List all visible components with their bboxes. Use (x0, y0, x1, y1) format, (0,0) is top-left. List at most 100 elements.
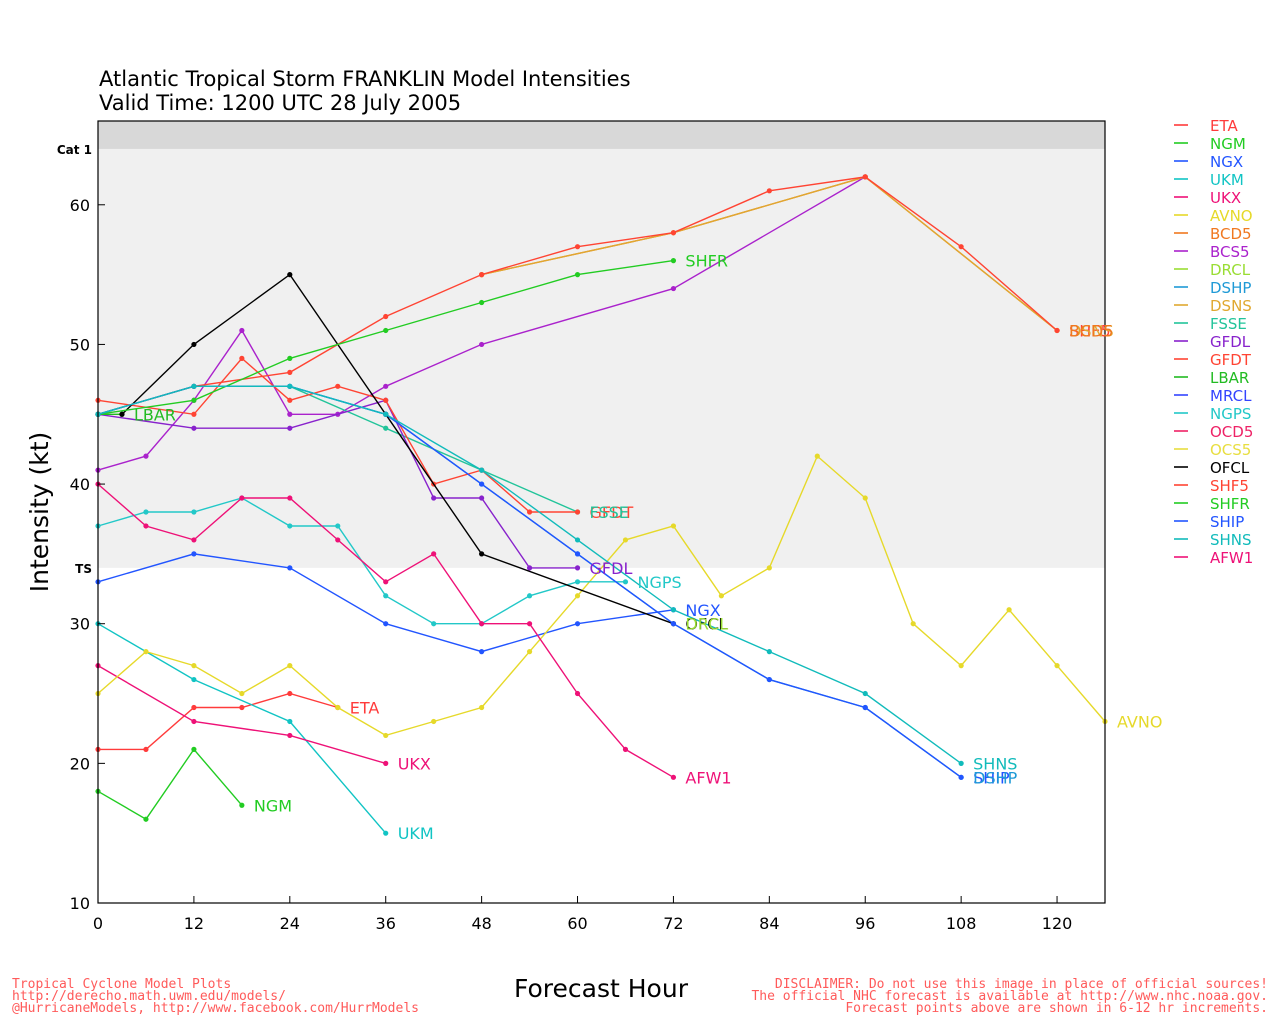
data-point (431, 621, 437, 627)
legend-label: NGPS (1210, 405, 1251, 423)
data-point (574, 690, 581, 697)
footer-right-line-1: DISCLAIMER: Do not use this image in pla… (775, 977, 1268, 992)
data-point (383, 327, 389, 334)
series-end-label: DRCL (685, 615, 728, 634)
data-point (239, 690, 245, 697)
data-point (335, 537, 341, 543)
legend-item: NGM (1174, 135, 1246, 153)
series-end-label: NGX (685, 601, 720, 620)
intensity-bands: TS Cat 1 (57, 121, 1105, 576)
legend-label: MRCL (1210, 387, 1252, 405)
legend-item: UKX (1174, 189, 1241, 207)
legend-item: GFDL (1174, 333, 1251, 351)
data-point (958, 774, 964, 780)
data-point (287, 411, 293, 417)
data-point (287, 272, 293, 278)
legend-label: FSSE (1210, 315, 1247, 333)
data-point (718, 593, 724, 599)
x-tick-label: 60 (567, 914, 587, 933)
data-point (526, 593, 533, 599)
legend-label: SHFR (1210, 495, 1250, 513)
series-ukx (95, 663, 389, 766)
x-tick-label: 36 (376, 914, 396, 933)
x-axis-label: Forecast Hour (514, 974, 689, 1003)
series-end-label: UKX (398, 754, 431, 773)
legend-item: BCS5 (1174, 243, 1250, 261)
series-afw1 (95, 481, 677, 780)
series-end-label: DSHP (973, 768, 1018, 787)
data-point (670, 607, 677, 613)
data-point (191, 551, 197, 557)
x-tick-label: 48 (471, 914, 491, 933)
data-point (239, 495, 245, 501)
series-end-label: UKM (398, 824, 434, 843)
y-tick-label: 60 (70, 196, 90, 215)
data-point (383, 621, 389, 627)
data-point (574, 579, 581, 585)
series-line (97, 454, 1106, 737)
legend-label: AFW1 (1210, 549, 1253, 567)
data-point (287, 369, 293, 375)
band-label: TS (75, 562, 92, 576)
legend-item: SHFR (1174, 495, 1250, 513)
series-end-label: AFW1 (685, 768, 731, 787)
data-point (622, 537, 629, 543)
series-layer (95, 174, 1108, 836)
data-point (287, 565, 293, 571)
data-point (526, 621, 533, 627)
data-point (526, 565, 533, 571)
data-point (383, 593, 389, 599)
series-end-label: ETA (350, 699, 380, 718)
series-shfr (95, 258, 677, 417)
data-point (862, 174, 868, 180)
data-point (287, 495, 293, 501)
x-tick-label: 120 (1042, 914, 1073, 933)
data-point (239, 355, 245, 361)
data-point (287, 355, 293, 361)
data-point (574, 551, 581, 557)
x-tick-label: 24 (280, 914, 300, 933)
data-point (191, 341, 197, 348)
y-tick-label: 50 (70, 335, 90, 354)
footer-left-line-1: Tropical Cyclone Model Plots (12, 977, 231, 992)
legend-item: DSNS (1174, 297, 1252, 315)
series-line (481, 176, 1058, 332)
x-tick-label: 84 (759, 914, 779, 933)
data-point (239, 327, 245, 334)
legend-label: NGM (1210, 135, 1246, 153)
y-tick-label: 20 (70, 754, 90, 773)
legend-label: SHNS (1210, 531, 1252, 549)
data-point (287, 425, 293, 431)
y-tick-label: 30 (70, 615, 90, 634)
data-point (479, 481, 485, 487)
legend-item: NGPS (1174, 405, 1251, 423)
data-point (670, 523, 677, 529)
data-point (143, 453, 149, 459)
data-point (479, 299, 485, 306)
data-point (479, 551, 485, 557)
data-point (479, 495, 485, 501)
series-line (97, 748, 243, 821)
data-point (239, 704, 245, 711)
data-point (1006, 607, 1012, 613)
data-point (862, 690, 868, 697)
data-point (766, 676, 772, 683)
legend-label: OFCL (1210, 459, 1250, 477)
series-end-label: NGPS (637, 573, 681, 592)
series-end-label: SHF5 (1069, 321, 1111, 340)
data-point (287, 732, 293, 739)
series-end-label: SHFR (685, 252, 728, 271)
data-point (670, 285, 677, 292)
legend-label: BCD5 (1210, 225, 1252, 243)
data-point (191, 746, 197, 752)
data-point (239, 802, 245, 808)
series-end-label: LBAR (134, 405, 176, 424)
chart-subtitle: Valid Time: 1200 UTC 28 July 2005 (99, 91, 461, 115)
x-tick-label: 12 (184, 914, 204, 933)
data-point (191, 537, 197, 543)
data-point (766, 565, 772, 571)
legend-label: SHF5 (1210, 477, 1249, 495)
data-point (574, 621, 581, 627)
data-point (526, 509, 533, 515)
